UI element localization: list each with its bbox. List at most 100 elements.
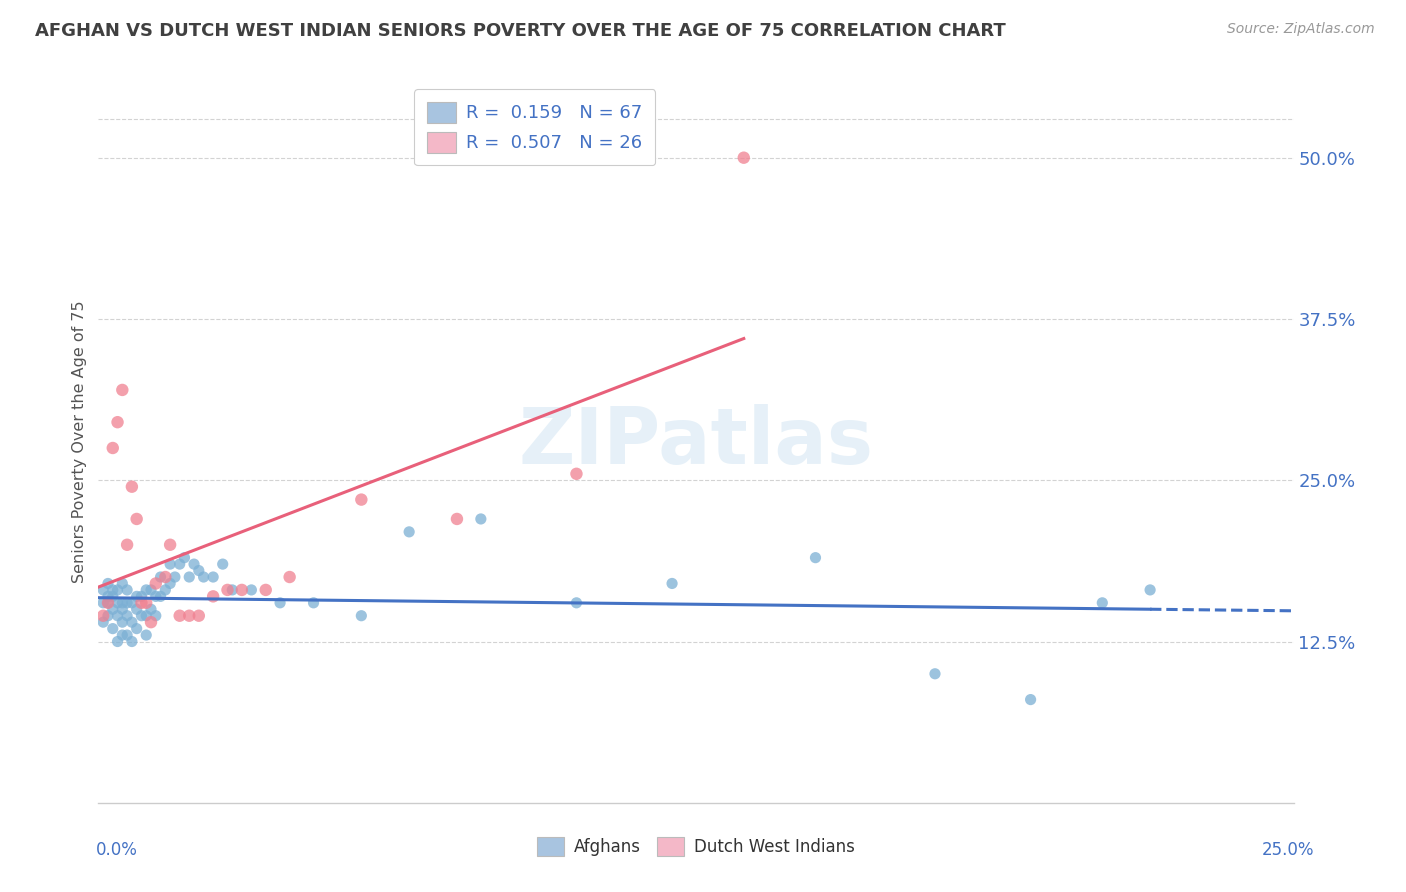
- Point: [115, 538, 138, 552]
- Point: [107, 634, 129, 648]
- Point: [97, 590, 120, 604]
- Point: [269, 596, 291, 610]
- Point: [121, 634, 143, 648]
- Point: [107, 582, 129, 597]
- Point: [131, 608, 153, 623]
- Point: [111, 615, 134, 630]
- Point: [159, 557, 181, 571]
- Point: [187, 564, 209, 578]
- Point: [111, 576, 134, 591]
- Point: [470, 512, 492, 526]
- Point: [121, 596, 143, 610]
- Point: [159, 538, 181, 552]
- Point: [97, 608, 120, 623]
- Point: [183, 557, 205, 571]
- Point: [97, 596, 120, 610]
- Point: [111, 628, 134, 642]
- Point: [131, 596, 153, 610]
- Point: [107, 608, 129, 623]
- Point: [661, 576, 683, 591]
- Point: [135, 596, 157, 610]
- Text: 0.0%: 0.0%: [96, 840, 138, 858]
- Point: [111, 383, 134, 397]
- Legend: Afghans, Dutch West Indians: Afghans, Dutch West Indians: [530, 830, 862, 863]
- Point: [101, 582, 124, 597]
- Point: [139, 602, 162, 616]
- Point: [169, 557, 191, 571]
- Point: [254, 582, 277, 597]
- Point: [149, 590, 172, 604]
- Point: [202, 570, 225, 584]
- Point: [115, 608, 138, 623]
- Point: [125, 622, 148, 636]
- Point: [135, 582, 157, 597]
- Point: [111, 596, 134, 610]
- Point: [179, 570, 201, 584]
- Point: [398, 524, 420, 539]
- Point: [302, 596, 325, 610]
- Point: [135, 628, 157, 642]
- Point: [145, 576, 167, 591]
- Point: [217, 582, 239, 597]
- Point: [115, 628, 138, 642]
- Point: [121, 615, 143, 630]
- Point: [97, 596, 120, 610]
- Text: AFGHAN VS DUTCH WEST INDIAN SENIORS POVERTY OVER THE AGE OF 75 CORRELATION CHART: AFGHAN VS DUTCH WEST INDIAN SENIORS POVE…: [35, 22, 1005, 40]
- Point: [565, 467, 588, 481]
- Point: [804, 550, 827, 565]
- Point: [231, 582, 253, 597]
- Point: [145, 608, 167, 623]
- Point: [91, 615, 114, 630]
- Point: [173, 550, 195, 565]
- Point: [145, 590, 167, 604]
- Point: [193, 570, 215, 584]
- Text: 25.0%: 25.0%: [1263, 840, 1315, 858]
- Point: [121, 480, 143, 494]
- Point: [565, 596, 588, 610]
- Point: [131, 590, 153, 604]
- Point: [149, 570, 172, 584]
- Point: [101, 622, 124, 636]
- Point: [125, 512, 148, 526]
- Point: [1019, 692, 1042, 706]
- Point: [139, 615, 162, 630]
- Y-axis label: Seniors Poverty Over the Age of 75: Seniors Poverty Over the Age of 75: [72, 301, 87, 582]
- Point: [155, 570, 177, 584]
- Point: [179, 608, 201, 623]
- Point: [101, 590, 124, 604]
- Point: [350, 492, 373, 507]
- Text: ZIPatlas: ZIPatlas: [519, 403, 873, 480]
- Point: [1139, 582, 1161, 597]
- Point: [125, 602, 148, 616]
- Text: Source: ZipAtlas.com: Source: ZipAtlas.com: [1227, 22, 1375, 37]
- Point: [446, 512, 468, 526]
- Point: [91, 582, 114, 597]
- Point: [350, 608, 373, 623]
- Point: [115, 582, 138, 597]
- Point: [97, 576, 120, 591]
- Point: [211, 557, 233, 571]
- Point: [159, 576, 181, 591]
- Point: [169, 608, 191, 623]
- Point: [91, 596, 114, 610]
- Point: [155, 582, 177, 597]
- Point: [107, 596, 129, 610]
- Point: [139, 582, 162, 597]
- Point: [278, 570, 301, 584]
- Point: [221, 582, 243, 597]
- Point: [187, 608, 209, 623]
- Point: [924, 666, 946, 681]
- Point: [125, 590, 148, 604]
- Point: [101, 441, 124, 455]
- Point: [91, 608, 114, 623]
- Point: [240, 582, 263, 597]
- Point: [733, 151, 755, 165]
- Point: [202, 590, 225, 604]
- Point: [111, 602, 134, 616]
- Point: [1091, 596, 1114, 610]
- Point: [163, 570, 186, 584]
- Point: [107, 415, 129, 429]
- Point: [101, 602, 124, 616]
- Point: [115, 596, 138, 610]
- Point: [135, 608, 157, 623]
